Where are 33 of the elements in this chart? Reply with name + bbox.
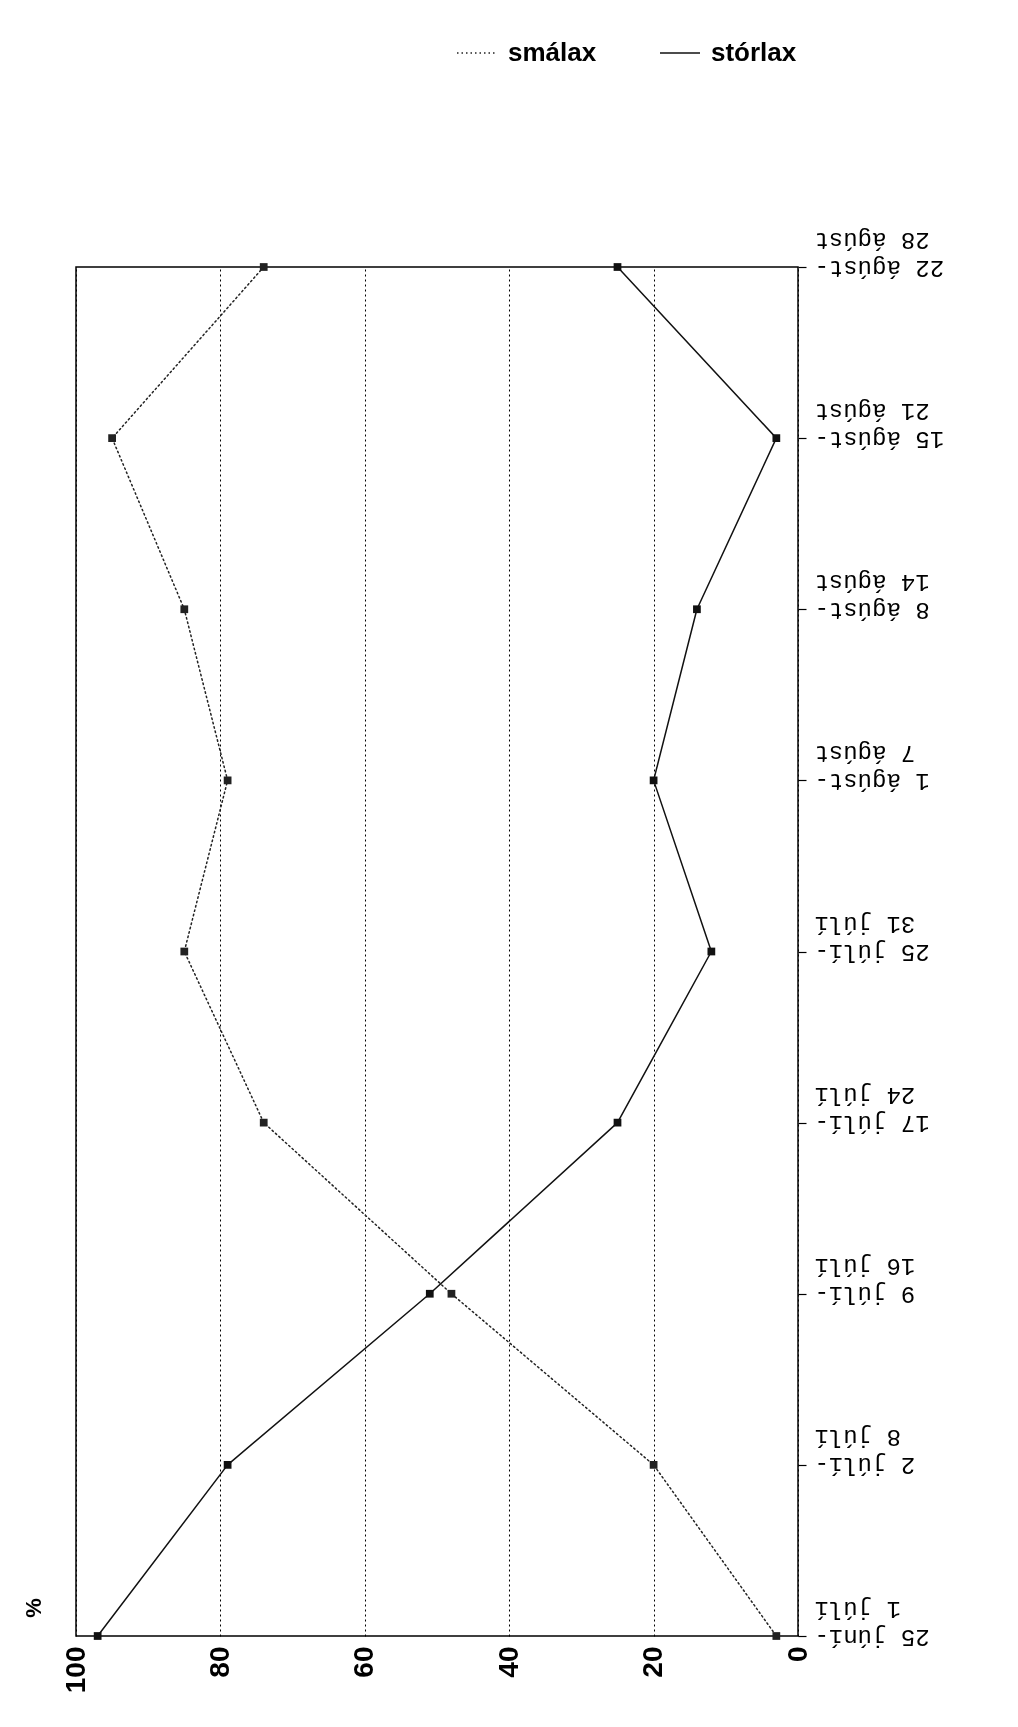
y-tick-label: 25 júlí-31 júlí	[814, 910, 930, 965]
x-tick-label: 40	[492, 1646, 524, 1678]
y-tick-label: 22 ágúst-28 ágúst	[814, 225, 945, 281]
y-tick-label: 9 júlí-16 júlí	[814, 1252, 916, 1308]
point	[259, 263, 268, 271]
y-tick-label: 25 júní-1 júlí	[814, 1594, 930, 1650]
x-tick-label: 20	[637, 1646, 669, 1678]
point	[649, 1461, 658, 1469]
point	[772, 434, 781, 442]
point	[772, 1632, 781, 1640]
point	[93, 1632, 102, 1640]
legend-label: stórlax	[711, 37, 797, 67]
y-tick-label: 15 ágúst-21 ágúst	[814, 396, 945, 452]
point	[108, 434, 116, 442]
point	[693, 605, 701, 614]
point	[180, 605, 189, 614]
point	[425, 1289, 434, 1298]
point	[447, 1289, 456, 1298]
y-tick-label: 2 júlí-8 júlí	[814, 1423, 916, 1479]
x-tick-label: 0	[781, 1646, 813, 1663]
point	[180, 947, 189, 956]
point	[613, 263, 622, 271]
x-tick-label: 60	[348, 1646, 380, 1678]
point	[707, 947, 716, 956]
y-tick-label: 8 ágúst-14 ágúst	[814, 567, 930, 623]
x-tick-label: 100	[59, 1646, 91, 1694]
legend-label: smálax	[508, 37, 597, 67]
y-tick-label: 1 ágúst-7 ágúst	[814, 738, 930, 794]
x-tick-label: 80	[203, 1646, 235, 1678]
y-tick-label: 17 júlí-24 júlí	[814, 1081, 930, 1137]
text: %	[21, 1598, 46, 1618]
point	[223, 1461, 232, 1469]
point	[259, 1118, 268, 1127]
